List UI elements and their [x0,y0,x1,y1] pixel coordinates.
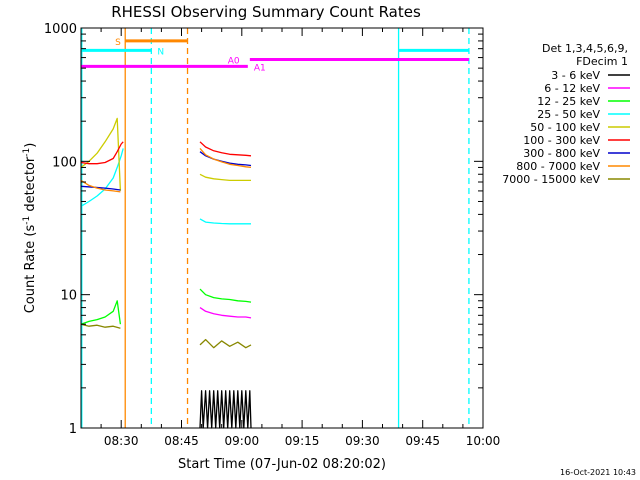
flag-label-1: N [157,47,164,57]
flag-label-3: A0 [228,57,240,67]
series-7-segment-0 [80,179,121,193]
series-2-segment-1 [199,288,252,303]
legend-header-line1: Det 1,3,4,5,6,9, [542,42,628,55]
flag-label-0: S [115,38,121,48]
series-6-segment-0 [80,185,121,191]
legend-label-0: 3 - 6 keV [551,69,600,82]
legend-label-8: 7000 - 15000 keV [502,173,600,186]
y-tick-label-1: 10 [60,289,77,304]
y-axis-label-mid: detector [23,156,38,216]
x-tick-label-6: 10:00 [466,434,501,448]
series-8-segment-1 [199,338,252,349]
x-tick-label-2: 09:00 [225,434,260,448]
y-axis-label-sup1: -1 [22,216,32,225]
y-tick-label-0: 1 [69,422,77,437]
y-axis-label: Count Rate (s-1 detector-1) [22,143,38,314]
x-tick-label-1: 08:45 [164,434,199,448]
y-axis-label-sup2: -1 [22,148,32,157]
x-tick-label-0: 08:30 [104,434,139,448]
series-2-segment-0 [80,300,122,325]
series-4-segment-0 [80,117,122,191]
series-3-segment-1 [199,218,251,225]
legend-label-5: 100 - 300 keV [523,134,600,147]
series-6-segment-1 [199,151,252,167]
footer-timestamp: 16-Oct-2021 10:43 [560,468,636,477]
chart-title: RHESSI Observing Summary Count Rates [111,3,421,21]
legend-label-6: 300 - 800 keV [523,147,600,160]
legend-label-4: 50 - 100 keV [530,121,600,134]
flag-label-4: A1 [254,63,266,73]
series-5-segment-0 [80,141,124,165]
y-tick-label-3: 1000 [44,22,77,37]
x-tick-label-3: 09:15 [285,434,320,448]
legend-label-2: 12 - 25 keV [537,95,600,108]
x-tick-label-4: 09:30 [345,434,380,448]
x-axis-label: Start Time (07-Jun-02 08:20:02) [178,457,386,472]
plot-frame [80,27,484,429]
y-axis-label-end: ) [23,143,38,148]
legend-label-7: 800 - 7000 keV [516,160,600,173]
series-5-segment-1 [199,141,252,157]
series-1-segment-0 [199,307,252,319]
series-0-segment-0 [199,390,252,429]
y-axis-label-main: Count Rate (s [23,225,38,314]
series-4-segment-1 [199,173,251,182]
series-7-segment-1 [199,147,252,169]
x-tick-label-5: 09:45 [405,434,440,448]
legend-label-1: 6 - 12 keV [544,82,600,95]
legend-label-3: 25 - 50 keV [537,108,600,121]
series-8-segment-0 [80,323,121,329]
legend-header-line2: FDecim 1 [576,55,628,68]
y-tick-label-2: 100 [52,155,77,170]
series-3-segment-0 [80,148,124,207]
